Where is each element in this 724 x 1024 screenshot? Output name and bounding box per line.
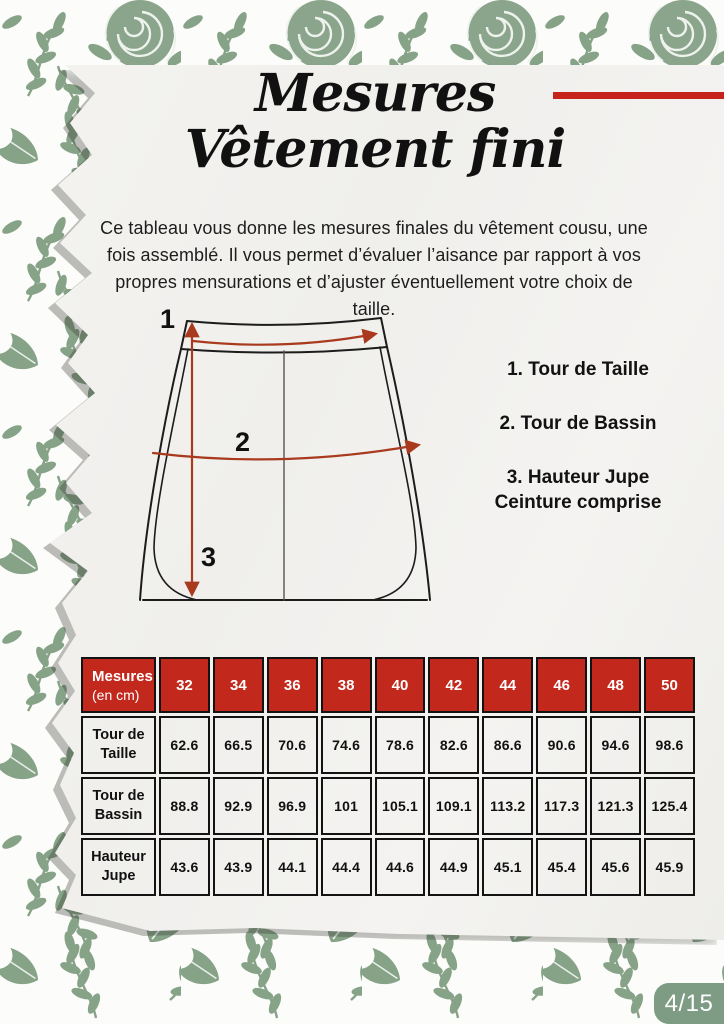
- value-cell: 78.6: [374, 716, 426, 774]
- legend-item: 2. Tour de Bassin: [499, 413, 657, 434]
- legend-item: 3. Hauteur Jupe Ceinture comprise: [494, 467, 662, 513]
- row-label-cell: Tour de Taille: [81, 716, 156, 774]
- accent-line: [553, 92, 724, 99]
- value-cell: 109.1: [428, 777, 480, 835]
- diagram-label-1: 1: [160, 304, 175, 334]
- value-cell: 45.1: [482, 838, 534, 896]
- row-label-cell: Hauteur Jupe: [81, 838, 156, 896]
- legend-list: 1. Tour de Taille 2. Tour de Bassin 3. Hau…: [442, 357, 714, 515]
- waist-arrow: [191, 328, 379, 346]
- value-cell: 45.4: [536, 838, 588, 896]
- value-cell: 98.6: [644, 716, 695, 774]
- value-cell: 105.1: [374, 777, 426, 835]
- value-cell: 88.8: [159, 777, 210, 835]
- measure-table: Mesures (en cm) 32 34 36 38 40 42 44 46 48 50 Tour …: [78, 654, 698, 899]
- value-cell: 74.6: [320, 716, 372, 774]
- measure-arrows: [151, 321, 422, 598]
- value-cell: 44.4: [320, 838, 372, 896]
- value-cell: 94.6: [590, 716, 642, 774]
- size-header-cell: 50: [644, 657, 695, 713]
- value-cell: 43.9: [212, 838, 264, 896]
- value-cell: 125.4: [644, 777, 695, 835]
- size-header-cell: 36: [266, 657, 318, 713]
- diagram-label-2: 2: [235, 427, 250, 457]
- value-cell: 92.9: [212, 777, 264, 835]
- value-cell: 43.6: [159, 838, 210, 896]
- value-cell: 62.6: [159, 716, 210, 774]
- skirt-outline: [139, 317, 431, 601]
- paper-sheet: [50, 65, 724, 940]
- legend-item: 1. Tour de Taille: [507, 359, 649, 380]
- value-cell: 113.2: [482, 777, 534, 835]
- size-header-cell: 38: [320, 657, 372, 713]
- value-cell: 44.6: [374, 838, 426, 896]
- page-number: 4/15: [664, 989, 714, 1017]
- value-cell: 90.6: [536, 716, 588, 774]
- value-cell: 45.6: [590, 838, 642, 896]
- value-cell: 117.3: [536, 777, 588, 835]
- value-cell: 86.6: [482, 716, 534, 774]
- skirt-diagram: 1 2 3: [139, 304, 431, 601]
- page-title-line1: Mesures: [254, 63, 496, 124]
- row-label-cell: Tour de Bassin: [81, 777, 156, 835]
- value-cell: 66.5: [212, 716, 264, 774]
- hip-arrow: [151, 439, 422, 461]
- size-header-cell: 44: [482, 657, 534, 713]
- table-row: Hauteur Jupe 43.6 43.9 44.1 44.4 44.6 44.9 45.1…: [81, 838, 695, 896]
- page-title-line2: Vêtement fini: [184, 119, 566, 180]
- value-cell: 45.9: [644, 838, 695, 896]
- size-header-cell: 46: [536, 657, 588, 713]
- value-cell: 44.9: [428, 838, 480, 896]
- value-cell: 96.9: [266, 777, 318, 835]
- size-header-cell: 42: [428, 657, 480, 713]
- size-header-cell: 32: [159, 657, 210, 713]
- value-cell: 101: [320, 777, 372, 835]
- value-cell: 44.1: [266, 838, 318, 896]
- size-header-cell: 48: [590, 657, 642, 713]
- intro-paragraph: Ce tableau vous donne les mesures finale…: [100, 218, 648, 319]
- diagram-label-3: 3: [201, 542, 216, 572]
- page-title: Mesures Vêtement fini: [30, 66, 720, 178]
- table-corner-cell: Mesures (en cm): [81, 657, 156, 713]
- size-header-cell: 34: [212, 657, 264, 713]
- size-header-row: Mesures (en cm) 32 34 36 38 40 42 44 46 48 50: [81, 657, 695, 713]
- size-header-cell: 40: [374, 657, 426, 713]
- table-row: Tour de Bassin 88.8 92.9 96.9 101 105.1 109.1 1…: [81, 777, 695, 835]
- measure-table-body: Tour de Taille 62.6 66.5 70.6 74.6 78.6 82.6 86…: [81, 716, 695, 896]
- value-cell: 70.6: [266, 716, 318, 774]
- value-cell: 121.3: [590, 777, 642, 835]
- value-cell: 82.6: [428, 716, 480, 774]
- table-row: Tour de Taille 62.6 66.5 70.6 74.6 78.6 82.6 86…: [81, 716, 695, 774]
- page-number-badge: 4/15: [654, 983, 724, 1024]
